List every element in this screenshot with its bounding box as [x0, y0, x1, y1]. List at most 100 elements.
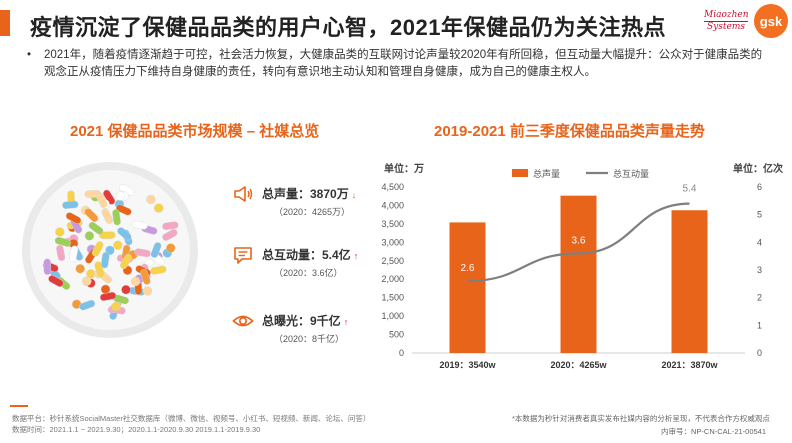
megaphone-icon — [234, 186, 253, 202]
capsule-pill — [68, 245, 79, 263]
right-axis-tick-label: 3 — [757, 265, 762, 275]
capsule-pill — [134, 248, 151, 258]
footer-accent-line — [10, 405, 28, 407]
bar-total-volume — [449, 222, 486, 353]
review-code: 内审号：NP-CN-CAL-21-00541 — [661, 427, 767, 436]
capsule-pill — [115, 204, 132, 216]
right-axis-tick-label: 4 — [757, 237, 762, 247]
bar-total-volume — [671, 210, 708, 353]
left-axis-tick-label: 500 — [389, 330, 404, 340]
capsule-pill — [91, 241, 104, 257]
left-axis-tick-label: 3,500 — [381, 219, 404, 229]
round-pill — [121, 284, 131, 295]
capsule-pill — [119, 253, 132, 270]
x-axis-category-label: 2021：3870w — [661, 360, 718, 370]
pills-dish-image — [22, 162, 198, 338]
capsule-pill — [99, 291, 117, 302]
round-pill — [111, 301, 121, 312]
left-section-title: 2021 保健品品类市场规模 – 社媒总览 — [70, 123, 320, 140]
metric-previous-value: （2020：8千亿） — [274, 334, 345, 344]
round-pill — [82, 276, 92, 286]
round-pill — [142, 286, 153, 296]
line-data-label: 5.4 — [683, 184, 697, 195]
disclaimer-note: *本数据为秒针对消费者真实发布社媒内容的分析呈现，不代表合作方权威观点 — [512, 414, 770, 423]
legend-swatch-total-volume — [512, 169, 528, 177]
intro-paragraph: • 2021年，随着疫情逐渐趋于可控，社会活力恢复，大健康品类的互联网讨论声量较… — [27, 47, 768, 81]
title-accent-bar — [0, 10, 10, 36]
capsule-pill — [88, 221, 104, 235]
left-axis-tick-label: 2,000 — [381, 274, 404, 284]
round-pill — [84, 231, 95, 241]
round-pill — [153, 203, 164, 213]
capsule-pill — [140, 268, 151, 285]
round-pill — [75, 264, 85, 274]
trend-up-arrow: ↑ — [353, 251, 359, 261]
capsule-pill — [162, 229, 178, 241]
metric-label: 总曝光：9千亿 ↑ — [262, 314, 349, 328]
x-axis-category-label: 2020：4265w — [550, 360, 607, 370]
capsule-pill — [101, 208, 113, 224]
capsule-pill — [99, 231, 116, 240]
metric-label: 总声量：3870万 ↓ — [262, 187, 357, 201]
left-axis-tick-label: 3,000 — [381, 237, 404, 247]
right-section-title: 2019-2021 前三季度保健品品类声量走势 — [434, 123, 705, 140]
right-axis-tick-label: 0 — [757, 348, 762, 358]
source-time: 数据时间：2021.1.1 ~ 2021.9.30；2020.1.1-2020.… — [12, 425, 261, 434]
left-axis-tick-label: 4,000 — [381, 200, 404, 210]
capsule-pill — [56, 244, 66, 262]
right-axis-tick-label: 6 — [757, 182, 762, 192]
metric-previous-value: （2020：4265万） — [274, 207, 351, 217]
page-title: 疫情沉淀了保健品品类的用户心智，2021年保健品仍为关注热点 — [30, 15, 666, 40]
round-pill — [115, 191, 126, 201]
trend-up-arrow: ↑ — [343, 317, 349, 327]
line-data-label: 3.6 — [572, 235, 586, 246]
left-axis-tick-label: 1,500 — [381, 293, 404, 303]
round-pill — [55, 227, 65, 237]
left-axis-tick-label: 2,500 — [381, 256, 404, 266]
capsule-pill — [100, 252, 110, 269]
eye-icon — [232, 315, 254, 327]
legend-label-total-volume: 总声量 — [533, 168, 560, 179]
round-pill — [100, 284, 111, 295]
capsule-pill — [103, 189, 116, 205]
line-data-label: 2.6 — [461, 263, 475, 274]
capsule-pill — [48, 275, 64, 287]
capsule-pill — [65, 212, 82, 224]
metric-label: 总互动量：5.4亿 ↑ — [262, 248, 359, 262]
right-axis-unit: 单位：亿次 — [733, 164, 783, 175]
metric-previous-value: （2020：3.6亿） — [274, 268, 343, 278]
right-axis-tick-label: 2 — [757, 293, 762, 303]
capsule-pill — [112, 209, 121, 226]
round-pill — [113, 240, 123, 250]
capsule-pill — [131, 220, 148, 230]
capsule-pill — [84, 208, 99, 223]
miaozhen-logo: Miaozhen Systems — [704, 10, 749, 32]
round-pill — [130, 276, 141, 287]
left-axis-unit: 单位：万 — [384, 164, 424, 175]
legend-label-total-interaction: 总互动量 — [613, 168, 649, 179]
left-axis-tick-label: 4,500 — [381, 182, 404, 192]
capsule-pill — [62, 200, 79, 209]
capsule-pill — [54, 236, 71, 247]
left-axis-tick-label: 0 — [399, 348, 404, 358]
gsk-logo: gsk — [754, 4, 788, 38]
capsule-pill — [96, 192, 108, 208]
capsule-pill — [79, 299, 96, 311]
capsule-pill — [162, 221, 179, 231]
bar-total-volume — [560, 195, 597, 353]
x-axis-category-label: 2019：3540w — [439, 360, 496, 370]
right-axis-tick-label: 5 — [757, 210, 762, 220]
capsule-pill — [150, 242, 162, 258]
round-pill — [166, 243, 176, 253]
capsule-pill — [43, 258, 52, 275]
capsule-pill — [117, 227, 132, 241]
trend-down-arrow: ↓ — [351, 190, 357, 200]
source-platform: 数据平台：秒针系统SocialMaster社交数据库（微博、微信、视频号、小红书… — [12, 414, 371, 423]
left-axis-tick-label: 1,000 — [381, 311, 404, 321]
intro-bullet: • — [27, 49, 32, 61]
right-axis-tick-label: 1 — [757, 320, 762, 330]
intro-text: 2021年，随着疫情逐渐趋于可控，社会活力恢复，大健康品类的互联网讨论声量较20… — [44, 49, 763, 78]
volume-trend-chart: 0 500 1,000 1,500 2,000 2,500 3,000 3,500 4,000 4… — [381, 168, 762, 370]
comment-icon — [234, 247, 252, 264]
round-pill — [146, 194, 156, 205]
